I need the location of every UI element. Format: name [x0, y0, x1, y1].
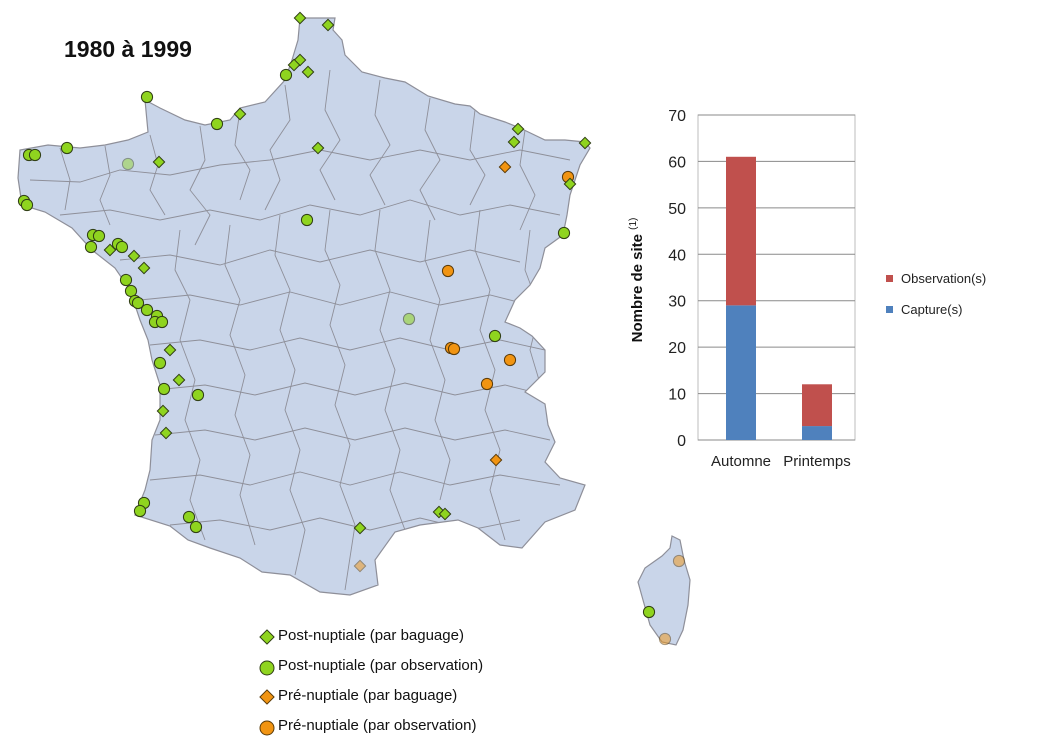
y-tick-label: 40	[668, 247, 686, 264]
post-nuptiale-baguage-marker	[233, 107, 247, 121]
post-nuptiale-observation-marker	[191, 388, 205, 402]
site-markers	[17, 11, 686, 646]
post-nuptiale-observation-marker	[84, 240, 98, 254]
post-nuptiale-baguage-marker	[287, 58, 301, 72]
x-tick-label: Automne	[711, 453, 771, 470]
post-nuptiale-observation-marker	[557, 226, 571, 240]
post-nuptiale-baguage-marker	[353, 521, 367, 535]
post-nuptiale-observation-marker	[140, 90, 154, 104]
post-nuptiale-baguage-marker	[578, 136, 592, 150]
bar-capture-s--automne	[726, 305, 756, 440]
post-nuptiale-baguage-marker	[321, 18, 335, 32]
post-nuptiale-observation-marker	[121, 157, 135, 171]
pre-nuptiale-observation-marker	[658, 632, 672, 646]
capture-swatch	[886, 306, 893, 313]
green-circle-icon	[259, 660, 275, 676]
y-tick-label: 70	[668, 108, 686, 125]
post-nuptiale-baguage-marker	[172, 373, 186, 387]
post-nuptiale-observation-marker	[115, 240, 129, 254]
y-axis-label-superscript: (1)	[628, 218, 639, 230]
post-nuptiale-observation-marker	[300, 213, 314, 227]
post-nuptiale-observation-marker	[119, 273, 133, 287]
chart-y-axis-label: Nombre de site (1)	[628, 218, 646, 343]
post-nuptiale-observation-marker	[402, 312, 416, 326]
post-nuptiale-baguage-marker	[438, 507, 452, 521]
department-borders	[29, 69, 571, 591]
pre-nuptiale-observation-marker	[503, 353, 517, 367]
chart-legend-capture: Capture(s)	[886, 302, 962, 317]
post-nuptiale-observation-marker	[189, 520, 203, 534]
legend-label: Pré-nuptiale (par observation)	[278, 717, 477, 734]
y-axis-label-text: Nombre de site	[629, 234, 646, 342]
post-nuptiale-observation-marker	[279, 68, 293, 82]
chart-y-ticks: 0 10 20 30 40 50 60 70	[668, 108, 686, 450]
y-tick-label: 20	[668, 340, 686, 357]
post-nuptiale-observation-marker	[20, 198, 34, 212]
post-nuptiale-observation-marker	[131, 296, 145, 310]
orange-diamond-icon	[259, 689, 275, 705]
post-nuptiale-baguage-marker	[507, 135, 521, 149]
post-nuptiale-baguage-marker	[511, 122, 525, 136]
y-tick-label: 10	[668, 387, 686, 404]
bar-observation-s--automne	[726, 156, 756, 306]
observation-swatch	[886, 275, 893, 282]
post-nuptiale-observation-marker	[210, 117, 224, 131]
y-tick-label: 0	[677, 433, 686, 450]
y-tick-label: 30	[668, 294, 686, 311]
post-nuptiale-observation-marker	[182, 510, 196, 524]
pre-nuptiale-observation-marker	[672, 554, 686, 568]
green-diamond-icon	[259, 629, 275, 645]
orange-circle-icon	[259, 720, 275, 736]
pre-nuptiale-observation-marker	[447, 342, 461, 356]
map-title: 1980 à 1999	[64, 36, 192, 62]
post-nuptiale-baguage-marker	[152, 155, 166, 169]
post-nuptiale-baguage-marker	[301, 65, 315, 79]
post-nuptiale-baguage-marker	[163, 343, 177, 357]
chart-x-ticks: Automne Printemps	[711, 453, 851, 470]
pre-nuptiale-baguage-marker	[489, 453, 503, 467]
post-nuptiale-baguage-marker	[159, 426, 173, 440]
post-nuptiale-observation-marker	[157, 382, 171, 396]
post-nuptiale-observation-marker	[155, 315, 169, 329]
post-nuptiale-observation-marker	[642, 605, 656, 619]
pre-nuptiale-baguage-marker	[353, 559, 367, 573]
post-nuptiale-baguage-marker	[563, 177, 577, 191]
post-nuptiale-baguage-marker	[311, 141, 325, 155]
post-nuptiale-observation-marker	[488, 329, 502, 343]
post-nuptiale-observation-marker	[60, 141, 74, 155]
bar-observation-s--printemps	[802, 384, 832, 427]
post-nuptiale-observation-marker	[133, 504, 147, 518]
legend-label: Post-nuptiale (par baguage)	[278, 627, 464, 644]
pre-nuptiale-observation-marker	[441, 264, 455, 278]
post-nuptiale-baguage-marker	[137, 261, 151, 275]
post-nuptiale-observation-marker	[140, 303, 154, 317]
pre-nuptiale-observation-marker	[480, 377, 494, 391]
chart-legend-observation-label: Observation(s)	[901, 271, 987, 286]
pre-nuptiale-baguage-marker	[498, 160, 512, 174]
post-nuptiale-baguage-marker	[127, 249, 141, 263]
chart-legend-observation: Observation(s)	[886, 271, 986, 286]
post-nuptiale-baguage-marker	[293, 11, 307, 25]
post-nuptiale-observation-marker	[28, 148, 42, 162]
chart-bars	[726, 156, 832, 440]
y-tick-label: 50	[668, 201, 686, 218]
y-tick-label: 60	[668, 154, 686, 171]
legend-label: Post-nuptiale (par observation)	[278, 657, 484, 674]
post-nuptiale-baguage-marker	[156, 404, 170, 418]
x-tick-label: Printemps	[783, 453, 851, 470]
bar-capture-s--printemps	[802, 426, 832, 440]
post-nuptiale-observation-marker	[153, 356, 167, 370]
legend-label: Pré-nuptiale (par baguage)	[278, 687, 458, 704]
post-nuptiale-observation-marker	[92, 229, 106, 243]
chart-legend-capture-label: Capture(s)	[901, 302, 963, 317]
